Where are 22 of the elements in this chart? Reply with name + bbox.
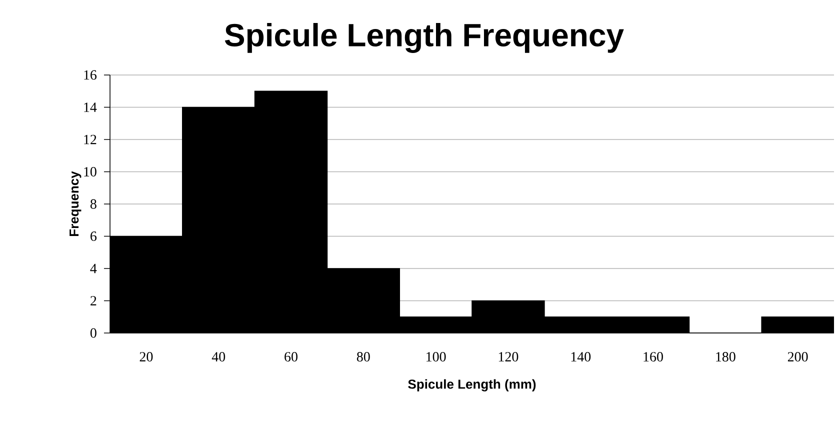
- x-tick-label: 60: [284, 352, 298, 362]
- y-tick-label: 16: [84, 70, 97, 80]
- y-tick-label: 14: [84, 102, 97, 112]
- x-tick-label: 80: [356, 352, 370, 362]
- x-tick-label: 40: [212, 352, 226, 362]
- y-tick-label: 0: [90, 328, 96, 338]
- chart-title: Spicule Length Frequency: [224, 23, 624, 53]
- x-tick-label: 100: [426, 352, 446, 362]
- y-tick-label: 10: [84, 167, 96, 176]
- y-tick-label: 12: [84, 134, 96, 144]
- y-tick-label: 6: [90, 232, 97, 241]
- x-tick-label: 140: [571, 352, 591, 362]
- y-tick-label: 8: [90, 199, 96, 209]
- x-tick-label: 20: [140, 352, 153, 362]
- x-axis-title: Spicule Length (mm): [408, 379, 536, 392]
- y-tick-label: 4: [90, 264, 97, 274]
- x-tick-label: 180: [716, 352, 736, 362]
- x-tick-label: 120: [498, 352, 518, 362]
- x-tick-label: 160: [644, 352, 663, 362]
- y-axis-title: Frequency: [70, 171, 82, 236]
- y-tick-label: 2: [90, 296, 96, 306]
- x-tick-label: 200: [788, 352, 808, 362]
